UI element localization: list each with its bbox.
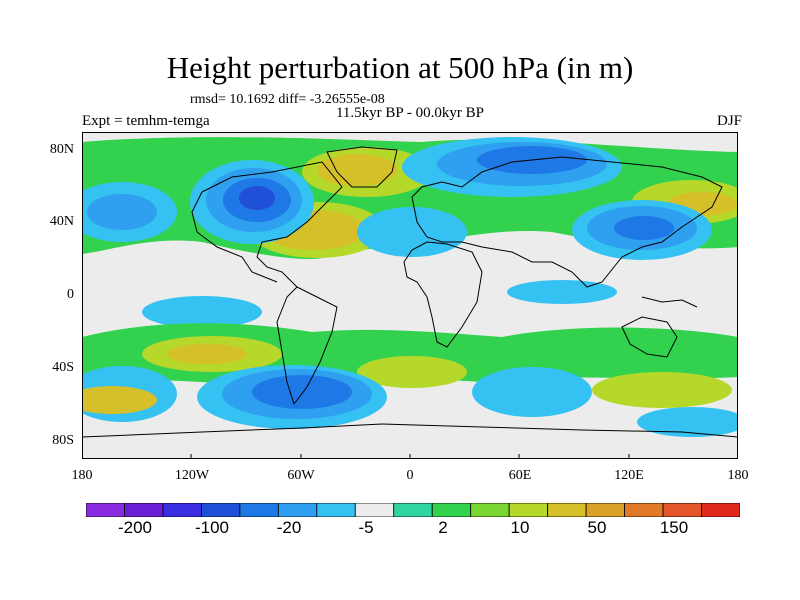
contour-greenland-core [317,154,397,186]
contour-europe-low [357,207,467,257]
contour-satl-high [357,356,467,388]
lon-label-120e: 120E [614,468,644,483]
lat-label-0: 0 [67,287,74,302]
colorbar-box [201,503,241,517]
colorbar-box [662,503,702,517]
contour-southern-ocean-low-inner [252,375,352,409]
contour-trop-indian-low [507,280,617,304]
colorbar-box [470,503,510,517]
coastlines [82,146,738,438]
lat-label-40n: 40N [49,214,74,229]
period-text: 11.5kyr BP - 00.0kyr BP [335,105,485,121]
stats-text: rmsd= 10.1692 diff= -3.26555e-08 [190,92,385,107]
contour-pacific-low-core [87,194,157,230]
colorbar-box [547,503,587,517]
colorbar-label: -20 [276,518,302,537]
colorbar-label: -5 [358,518,374,537]
colorbar-box [624,503,664,517]
lat-label-80s: 80S [52,433,74,448]
experiment-label: Expt = temhm-temga [82,113,210,129]
lat-label-80n: 80N [49,142,74,157]
colorbar-box [701,503,740,517]
lon-label-180w: 180 [71,468,93,483]
colorbar-box [585,503,625,517]
colorbar-box [239,503,279,517]
colorbar-box [393,503,433,517]
map-panel [82,132,738,459]
contour-sw-pacific-high [82,386,157,414]
axis-ticks [190,454,630,459]
colorbar-label: 50 [587,518,607,537]
colorbar-label: -200 [117,518,153,537]
colorbar-label: 10 [510,518,530,537]
season-label: DJF [716,113,742,129]
lon-label-0: 0 [406,468,414,483]
colorbar [86,503,740,517]
colorbar-box [277,503,318,517]
colorbar-box [124,503,164,517]
colorbar-box [316,503,356,517]
lon-label-60e: 60E [508,468,532,483]
colorbar-box [162,503,202,517]
lon-label-120w: 120W [174,468,210,483]
contour-trop-pacific-low [142,296,262,328]
contour-sh-low-far-east [637,407,738,437]
contour-sp-high-core [167,344,247,364]
contour-indian-high [592,372,732,408]
colorbar-label: 2 [438,518,448,537]
colorbar-box [431,503,472,517]
colorbar-box [86,503,125,517]
lon-label-60w: 60W [287,468,315,483]
colorbar-box [508,503,549,517]
plot-title: Height perturbation at 500 hPa (in m) [166,50,634,85]
contour-sh-low-east [472,367,592,417]
colorbar-box [354,503,395,517]
contour-eastasia-low-core [614,216,674,240]
colorbar-label: -100 [194,518,230,537]
colorbar-label: 150 [659,518,689,537]
lon-label-180e: 180 [727,468,749,483]
lat-label-40s: 40S [52,360,74,375]
contour-america-low-core [239,186,275,210]
